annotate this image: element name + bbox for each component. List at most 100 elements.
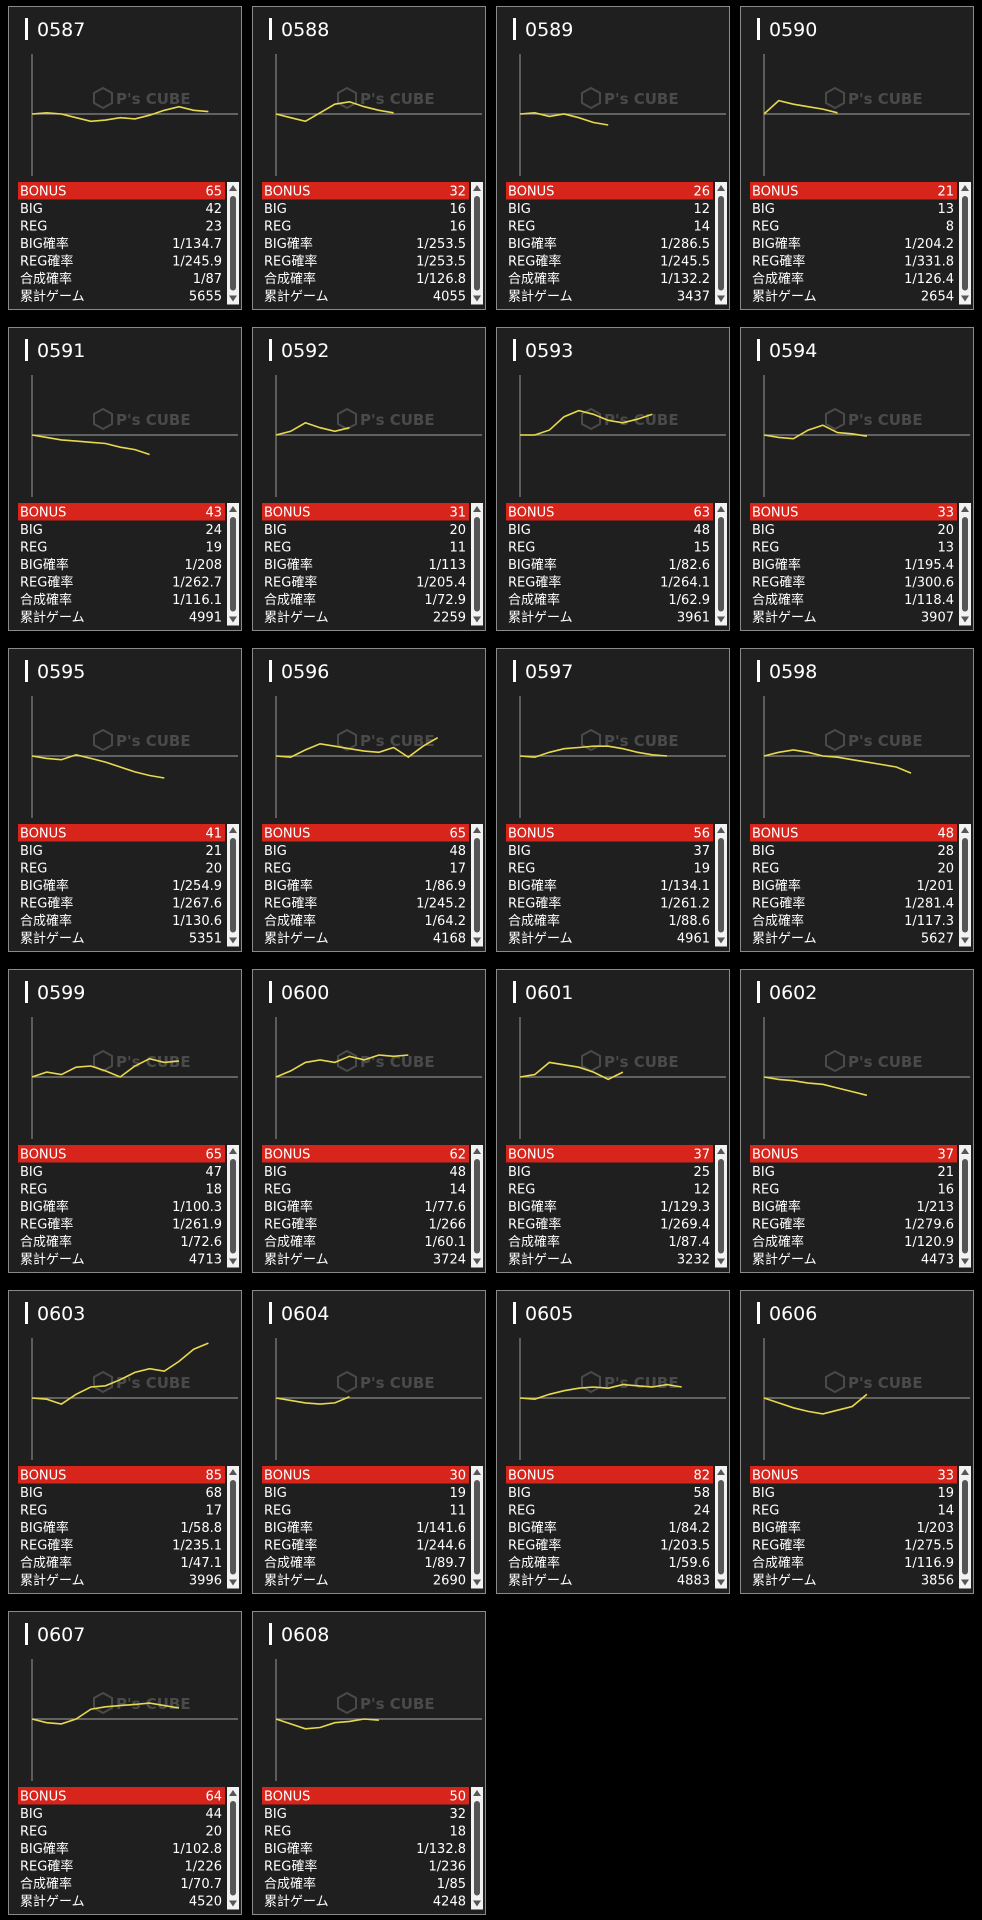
row-label: BIG確率: [508, 1520, 557, 1536]
card-frame: [8, 1290, 242, 1594]
scrollbar-thumb[interactable]: [230, 838, 236, 933]
scroll-down[interactable]: [717, 937, 725, 944]
scroll-down[interactable]: [229, 1579, 237, 1586]
scroll-down[interactable]: [717, 1258, 725, 1265]
scroll-down[interactable]: [229, 616, 237, 623]
machine-card[interactable]: 0597 P's CUBE BONUS 56 BIG 37 REG 19 BIG確率 1/134.…: [496, 648, 730, 952]
machine-card[interactable]: 0605 P's CUBE BONUS 82 BIG 58 REG 24 BIG確率 1/84.2…: [496, 1290, 730, 1594]
scrollbar-thumb[interactable]: [230, 1159, 236, 1254]
scrollbar-thumb[interactable]: [718, 517, 724, 612]
scroll-up[interactable]: [473, 506, 481, 512]
scrollbar-thumb[interactable]: [474, 517, 480, 612]
scroll-up[interactable]: [229, 1148, 237, 1154]
scroll-up[interactable]: [717, 827, 725, 833]
scrollbar-thumb[interactable]: [718, 1480, 724, 1575]
scroll-up[interactable]: [473, 827, 481, 833]
scrollbar-thumb[interactable]: [962, 838, 968, 933]
scroll-down[interactable]: [717, 1579, 725, 1586]
scroll-up[interactable]: [229, 185, 237, 191]
scroll-up[interactable]: [961, 506, 969, 512]
machine-card[interactable]: 0608 P's CUBE BONUS 50 BIG 32 REG 18 BIG確率 1/132.…: [252, 1611, 486, 1915]
scroll-down[interactable]: [473, 295, 481, 302]
scrollbar-thumb[interactable]: [474, 838, 480, 933]
scroll-down[interactable]: [961, 295, 969, 302]
machine-card[interactable]: 0599 P's CUBE BONUS 65 BIG 47 REG 18 BIG確率 1/100.…: [8, 969, 242, 1273]
machine-card[interactable]: 0596 P's CUBE BONUS 65 BIG 48 REG 17 BIG確率 1/86.9…: [252, 648, 486, 952]
machine-card[interactable]: 0595 P's CUBE BONUS 41 BIG 21 REG 20 BIG確率 1/254.…: [8, 648, 242, 952]
scrollbar-thumb[interactable]: [962, 196, 968, 291]
machine-card[interactable]: 0594 P's CUBE BONUS 33 BIG 20 REG 13 BIG確率 1/195.…: [740, 327, 974, 631]
scrollbar-thumb[interactable]: [474, 1159, 480, 1254]
machine-card[interactable]: 0587 P's CUBE BONUS 65 BIG 42 REG 23 BIG確率 1/134.…: [8, 6, 242, 310]
scroll-up[interactable]: [961, 1469, 969, 1475]
machine-card[interactable]: 0598 P's CUBE BONUS 48 BIG 28 REG 20 BIG確率 1/201 R…: [740, 648, 974, 952]
machine-card[interactable]: 0590 P's CUBE BONUS 21 BIG 13 REG 8 BIG確率 1/204.2…: [740, 6, 974, 310]
scroll-up[interactable]: [229, 506, 237, 512]
row-value: 58: [693, 1486, 710, 1501]
scroll-up[interactable]: [473, 185, 481, 191]
scroll-down[interactable]: [473, 616, 481, 623]
row-value: 1/269.4: [660, 1218, 710, 1233]
scrollbar-thumb[interactable]: [718, 196, 724, 291]
scroll-up[interactable]: [961, 1148, 969, 1154]
scrollbar-thumb[interactable]: [230, 517, 236, 612]
scrollbar-thumb[interactable]: [718, 1159, 724, 1254]
scroll-down[interactable]: [717, 295, 725, 302]
scroll-down[interactable]: [473, 1258, 481, 1265]
scrollbar-thumb[interactable]: [230, 1480, 236, 1575]
scrollbar-thumb[interactable]: [474, 1480, 480, 1575]
scroll-down[interactable]: [473, 1579, 481, 1586]
scroll-up[interactable]: [473, 1790, 481, 1796]
scrollbar-thumb[interactable]: [962, 1159, 968, 1254]
scroll-down[interactable]: [961, 937, 969, 944]
scroll-up[interactable]: [473, 1148, 481, 1154]
scroll-down[interactable]: [229, 937, 237, 944]
machine-card[interactable]: 0606 P's CUBE BONUS 33 BIG 19 REG 14 BIG確率 1/203 R…: [740, 1290, 974, 1594]
scrollbar-thumb[interactable]: [474, 1801, 480, 1896]
scroll-up[interactable]: [229, 827, 237, 833]
scroll-up[interactable]: [961, 827, 969, 833]
scroll-down[interactable]: [961, 1258, 969, 1265]
machine-card[interactable]: 0592 P's CUBE BONUS 31 BIG 20 REG 11 BIG確率 1/113 R…: [252, 327, 486, 631]
scrollbar-thumb[interactable]: [230, 196, 236, 291]
scroll-down[interactable]: [229, 1900, 237, 1907]
row-value: 28: [937, 844, 954, 859]
machine-id: 0594: [769, 340, 817, 362]
scroll-up[interactable]: [229, 1790, 237, 1796]
scroll-down[interactable]: [473, 937, 481, 944]
machine-card[interactable]: 0603 P's CUBE BONUS 85 BIG 68 REG 17 BIG確率 1/58.8…: [8, 1290, 242, 1594]
scroll-down[interactable]: [229, 1258, 237, 1265]
scroll-up[interactable]: [717, 506, 725, 512]
slump-line: [275, 1054, 409, 1078]
machine-card[interactable]: 0588 P's CUBE BONUS 32 BIG 16 REG 16 BIG確率 1/253.…: [252, 6, 486, 310]
slump-line: [763, 1393, 868, 1415]
scroll-up[interactable]: [717, 185, 725, 191]
scroll-up[interactable]: [229, 1469, 237, 1475]
scroll-up[interactable]: [717, 1148, 725, 1154]
scroll-up[interactable]: [717, 1469, 725, 1475]
scroll-down[interactable]: [961, 1579, 969, 1586]
machine-card[interactable]: 0593 P's CUBE BONUS 63 BIG 48 REG 15 BIG確率 1/82.6…: [496, 327, 730, 631]
machine-card[interactable]: 0601 P's CUBE BONUS 37 BIG 25 REG 12 BIG確率 1/129.…: [496, 969, 730, 1273]
scrollbar-thumb[interactable]: [962, 517, 968, 612]
machine-card[interactable]: 0591 P's CUBE BONUS 43 BIG 24 REG 19 BIG確率 1/208 R…: [8, 327, 242, 631]
scroll-down[interactable]: [473, 1900, 481, 1907]
machine-id: 0592: [281, 340, 329, 362]
scroll-down[interactable]: [717, 616, 725, 623]
scrollbar-thumb[interactable]: [718, 838, 724, 933]
machine-card[interactable]: 0604 P's CUBE BONUS 30 BIG 19 REG 11 BIG確率 1/141.…: [252, 1290, 486, 1594]
scroll-down[interactable]: [961, 616, 969, 623]
machine-card[interactable]: 0589 P's CUBE BONUS 26 BIG 12 REG 14 BIG確率 1/286.…: [496, 6, 730, 310]
watermark-logo: [825, 86, 845, 110]
scrollbar-thumb[interactable]: [962, 1480, 968, 1575]
row-label: BIG: [264, 1165, 287, 1180]
scroll-down[interactable]: [229, 295, 237, 302]
machine-card[interactable]: 0600 P's CUBE BONUS 62 BIG 48 REG 14 BIG確率 1/77.6…: [252, 969, 486, 1273]
machine-card[interactable]: 0602 P's CUBE BONUS 37 BIG 21 REG 16 BIG確率 1/213 R…: [740, 969, 974, 1273]
row-value: 1/264.1: [660, 576, 710, 591]
scrollbar-thumb[interactable]: [230, 1801, 236, 1896]
scroll-up[interactable]: [961, 185, 969, 191]
scrollbar-thumb[interactable]: [474, 196, 480, 291]
scroll-up[interactable]: [473, 1469, 481, 1475]
